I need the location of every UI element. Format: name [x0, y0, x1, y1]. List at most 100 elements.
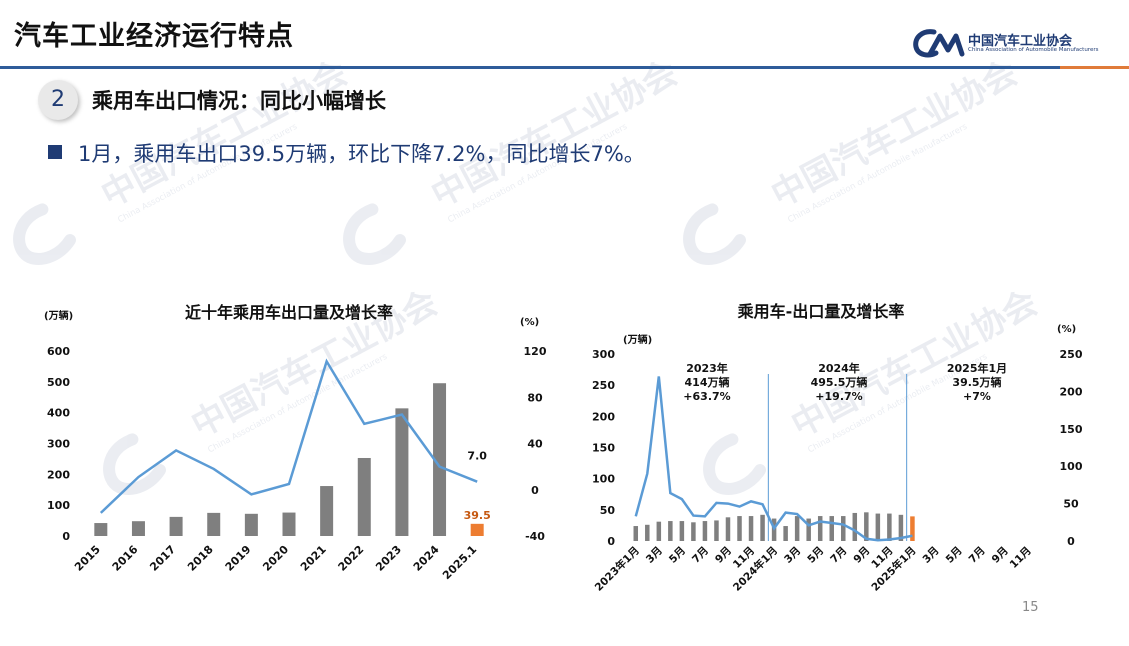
chart1-x-tick: 2021	[298, 543, 329, 574]
chart2-left-tick: 200	[592, 410, 615, 423]
chart2-right-tick: 100	[1060, 460, 1083, 473]
chart2-bar	[702, 521, 708, 541]
chart2-x-tick: 5月	[944, 545, 965, 566]
chart1-left-unit: (万辆)	[44, 309, 73, 322]
chart1-x-tick: 2019	[223, 543, 254, 574]
watermark-text: 中国汽车工业协会	[765, 53, 1024, 216]
chart2-x-tick: 7月	[828, 545, 849, 566]
section-title: 乘用车出口情况：同比小幅增长	[92, 89, 386, 113]
chart1-bar-label: 39.5	[464, 509, 491, 522]
chart2-right-tick: 200	[1060, 385, 1083, 398]
watermark-text: 中国汽车工业协会	[425, 53, 684, 216]
chart2-bar	[760, 514, 765, 541]
chart2-bar	[737, 516, 742, 541]
chart2-left-tick: 50	[600, 504, 616, 517]
chart1-bar	[207, 512, 221, 536]
chart2-bar	[829, 516, 834, 541]
chart2-bar	[679, 521, 685, 541]
chart1-right-tick: 0	[531, 484, 539, 497]
chart1-bar	[244, 513, 258, 536]
chart1-x-tick: 2024	[411, 543, 442, 574]
chart2-bar	[817, 516, 823, 541]
chart2-x-tick: 3月	[782, 545, 803, 566]
chart2-x-tick: 7月	[967, 545, 988, 566]
bullet-text: 1月，乘用车出口39.5万辆，环比下降7.2%，同比增长7%。	[78, 142, 645, 166]
chart2-x-tick: 11月	[1008, 545, 1034, 571]
chart2-left-tick: 0	[607, 535, 615, 548]
chart2-x-tick: 2023年1月	[592, 544, 642, 594]
chart1-right-tick: 120	[524, 345, 547, 358]
chart2-annotation-line: 2023年	[686, 361, 728, 375]
chart1-bar	[470, 523, 484, 536]
chart1-line-label: 7.0	[467, 450, 487, 463]
chart2-title: 乘用车-出口量及增长率	[737, 302, 905, 321]
chart2-left-unit: (万辆)	[623, 333, 652, 346]
chart1-left-tick: 600	[47, 345, 70, 358]
page-number: 15	[1022, 600, 1039, 615]
chart2-bar	[633, 526, 639, 541]
chart2-bar	[841, 516, 846, 541]
watermark-text: 中国汽车工业协会	[95, 53, 354, 216]
chart2-bar	[794, 516, 800, 541]
chart2-x-tick: 5月	[667, 545, 688, 566]
chart2-annotation-line: +19.7%	[815, 390, 862, 403]
chart1-bar	[131, 521, 145, 536]
chart2-bar	[898, 514, 904, 541]
chart2-bar	[806, 518, 811, 541]
chart1-growth-line	[99, 358, 478, 514]
chart1-x-tick: 2025.1	[440, 543, 479, 582]
chart2-right-tick: 0	[1067, 535, 1075, 548]
section-number-badge: 2	[38, 80, 78, 120]
chart2-bar	[656, 521, 662, 541]
chart2-annotation-line: 39.5万辆	[952, 375, 1001, 389]
chart1-x-tick: 2020	[260, 543, 291, 574]
chart1-left-tick: 400	[47, 407, 70, 420]
chart1-left-tick: 100	[47, 499, 70, 512]
chart2-annotation-line: +7%	[963, 390, 991, 403]
watermark-subtext: China Association of Automobile Manufact…	[786, 122, 969, 226]
chart1-left-tick: 500	[47, 376, 70, 389]
chart1-title: 近十年乘用车出口量及增长率	[185, 303, 393, 322]
chart1-bar	[395, 408, 409, 536]
chart1-right-tick: 40	[527, 438, 543, 451]
chart2-bar	[691, 522, 696, 541]
chart1-left-tick: 300	[47, 438, 70, 451]
chart2-bar	[725, 517, 731, 541]
chart2-left-tick: 300	[592, 348, 615, 361]
header-rule-orange	[1060, 66, 1129, 69]
chart2-bar	[668, 521, 673, 541]
watermark-logo-icon	[683, 203, 747, 265]
chart2-bar	[645, 524, 650, 541]
chart1-left-tick: 0	[62, 530, 70, 543]
logo-cn-text: 中国汽车工业协会	[968, 34, 1073, 49]
watermark-logo-icon	[13, 203, 77, 265]
chart-annual-exports: 近十年乘用车出口量及增长率(万辆)(%)0100200300400500600-…	[44, 303, 547, 582]
chart1-bar	[320, 486, 334, 536]
bullet-square-icon	[48, 145, 62, 159]
header-rule-blue	[0, 66, 1060, 69]
chart2-x-tick: 5月	[805, 545, 826, 566]
chart1-bar	[169, 516, 183, 536]
chart2-x-tick: 7月	[690, 545, 711, 566]
page-title: 汽车工业经济运行特点	[14, 21, 294, 52]
chart2-x-tick: 3月	[644, 545, 665, 566]
chart2-right-tick: 250	[1060, 348, 1083, 361]
chart1-bar	[94, 523, 108, 536]
chart1-right-tick: -40	[525, 530, 545, 543]
chart2-annotation-line: 2024年	[818, 361, 860, 375]
chart2-left-tick: 250	[592, 379, 615, 392]
chart1-bar	[433, 383, 447, 536]
caam-logo: 中国汽车工业协会 China Association of Automobile…	[912, 26, 1112, 62]
chart1-x-tick: 2018	[185, 543, 216, 574]
chart2-bar	[783, 526, 788, 541]
chart2-right-tick: 50	[1063, 498, 1079, 511]
chart2-x-tick: 3月	[921, 545, 942, 566]
chart2-right-tick: 150	[1060, 423, 1083, 436]
chart2-annotation-line: 2025年1月	[947, 361, 1007, 375]
chart1-x-tick: 2017	[147, 543, 178, 574]
